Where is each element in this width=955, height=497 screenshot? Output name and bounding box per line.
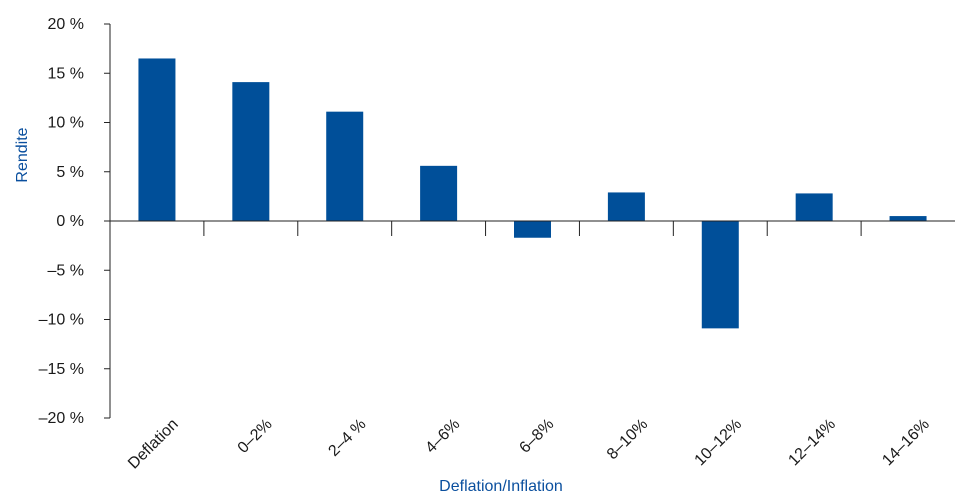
y-tick-label: –20 % bbox=[39, 410, 84, 427]
x-tick-label: 10–12% bbox=[692, 416, 746, 470]
y-tick-label: 5 % bbox=[56, 164, 84, 181]
y-axis-title: Rendite bbox=[14, 127, 31, 182]
y-tick-label: 20 % bbox=[48, 16, 84, 33]
y-tick-label: –5 % bbox=[48, 262, 84, 279]
x-tick-label: 0–2% bbox=[235, 416, 276, 457]
bar bbox=[607, 192, 645, 221]
x-axis-title: Deflation/Inflation bbox=[439, 478, 563, 495]
y-tick-label: –15 % bbox=[39, 361, 84, 378]
bar bbox=[138, 58, 176, 221]
x-tick-label: 4–6% bbox=[422, 416, 463, 457]
bar bbox=[889, 216, 927, 221]
y-tick-label: 10 % bbox=[48, 115, 84, 132]
y-axis: 20 % 15 % 10 % 5 % 0 % –5 % –10 % –15 % –20 % bbox=[39, 16, 111, 427]
x-tick-label: 6–8% bbox=[516, 416, 557, 457]
bar bbox=[701, 221, 739, 329]
x-tick-label: 8–10% bbox=[604, 416, 651, 463]
y-tick-label: 0 % bbox=[56, 213, 84, 230]
bars bbox=[138, 58, 927, 329]
bar bbox=[514, 221, 551, 238]
y-tick-label: –10 % bbox=[39, 312, 84, 329]
x-tick-label: 2–4 % bbox=[325, 416, 369, 460]
bar bbox=[420, 165, 458, 221]
x-tick-label: Deflation bbox=[125, 416, 182, 473]
x-axis: Deflation 0–2% 2–4 % 4–6% 6–8% 8–10% 10–12% 12–… bbox=[110, 220, 955, 473]
bar bbox=[795, 193, 833, 221]
x-tick-label: 12–14% bbox=[785, 416, 839, 470]
bar bbox=[326, 111, 364, 221]
x-tick-label: 14–16% bbox=[879, 416, 933, 470]
bar bbox=[232, 82, 270, 222]
y-tick-label: 15 % bbox=[48, 65, 84, 82]
